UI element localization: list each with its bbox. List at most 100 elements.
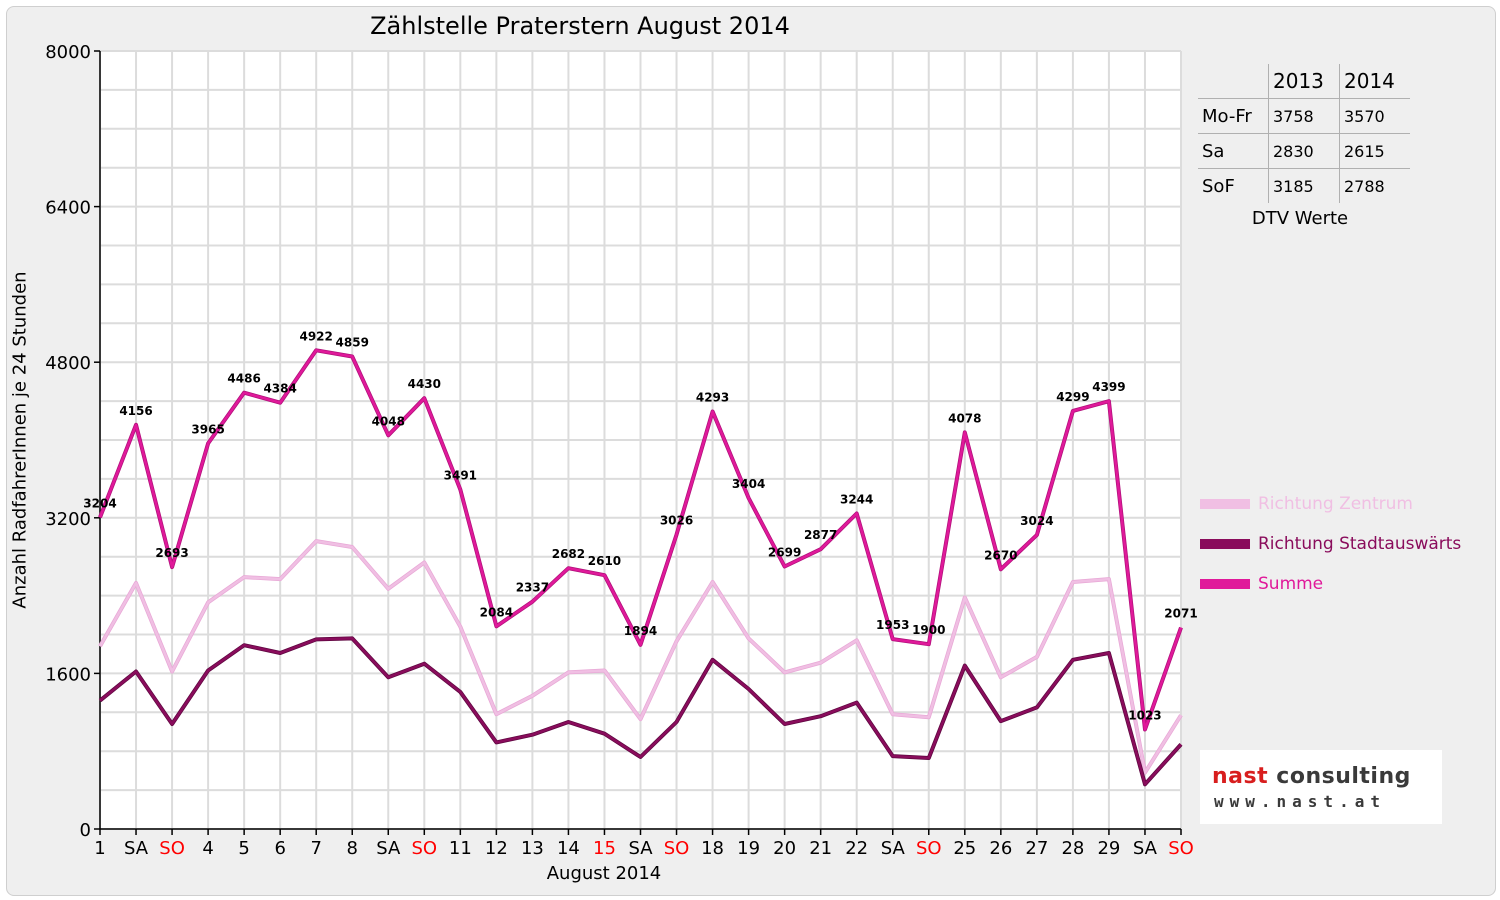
data-label: 2682 [552,547,585,561]
x-tick-label: 8 [347,838,358,859]
x-tick-label: SO [412,838,438,859]
data-label: 4399 [1092,380,1125,394]
data-label: 4048 [372,414,405,428]
x-tick-label: 4 [202,838,213,859]
legend-swatch [1200,499,1250,509]
logo-word-consulting: consulting [1276,764,1411,789]
dtv-value-2013: 3758 [1268,98,1340,134]
x-tick-label: SA [1133,838,1158,859]
nast-consulting-logo: nast consulting www.nast.at [1200,750,1442,824]
x-tick-label: SA [124,838,149,859]
legend-swatch [1200,539,1250,549]
x-tick-label: 6 [274,838,285,859]
series-line [99,637,1182,786]
x-tick-label: 18 [701,838,724,859]
data-label: 3244 [840,493,873,507]
y-tick-label: 6400 [45,198,91,219]
data-label: 3404 [732,477,765,491]
series-line [98,539,1183,774]
data-label: 2071 [1164,607,1197,621]
logo-url: www.nast.at [1214,792,1386,811]
x-tick-label: 29 [1097,838,1120,859]
dtv-row-sof: SoF 3185 2788 [1198,168,1410,203]
y-axis-label: Anzahl RadfahrerInnen je 24 Stunden [9,271,31,609]
data-label: 2084 [480,605,513,619]
series-line [98,349,1183,731]
legend-swatch [1200,579,1250,589]
x-tick-label: SO [159,838,185,859]
dtv-value-2014: 2788 [1339,168,1410,203]
x-tick-label: 15 [593,838,616,859]
data-label: 4384 [263,382,296,396]
data-label: 2670 [984,548,1017,562]
data-label: 2337 [516,581,549,595]
x-tick-label: 14 [557,838,580,859]
x-tick-label: 20 [773,838,796,859]
data-label: 3026 [660,514,693,528]
logo-word-nast: nast [1212,764,1269,789]
dtv-header-blank [1198,64,1269,99]
data-label: 3965 [191,422,224,436]
x-tick-label: 11 [449,838,472,859]
data-label: 3204 [83,496,116,510]
y-tick-label: 1600 [45,664,91,685]
x-tick-label: SA [881,838,906,859]
data-label: 2610 [588,554,621,568]
data-label: 4430 [408,377,441,391]
dtv-header-2014: 2014 [1339,64,1410,99]
dtv-value-2014: 2615 [1339,133,1410,169]
x-tick-label: 21 [809,838,832,859]
legend-label: Richtung Stadtauswärts [1258,534,1462,554]
x-tick-label: 26 [989,838,1012,859]
legend-label: Summe [1258,574,1324,594]
x-tick-label: 28 [1061,838,1084,859]
x-tick-label: 5 [238,838,249,859]
data-label: 3491 [444,469,477,483]
data-label: 4859 [336,335,369,349]
y-tick-label: 3200 [45,509,91,530]
dtv-value-2013: 3185 [1268,168,1340,203]
data-label: 4078 [948,411,981,425]
x-tick-label: SO [664,838,690,859]
y-tick-label: 0 [80,820,91,841]
x-tick-label: 7 [310,838,321,859]
dtv-header-2013: 2013 [1268,64,1340,99]
x-tick-label: 25 [953,838,976,859]
legend-item-stadtauswaerts: Richtung Stadtauswärts [1200,534,1461,554]
x-tick-label: 12 [485,838,508,859]
data-label: 3024 [1020,514,1053,528]
dtv-row-label: Sa [1198,133,1269,169]
dtv-header-row: 2013 2014 [1198,64,1410,99]
y-tick-label: 8000 [45,42,91,63]
x-tick-label: SO [1168,838,1194,859]
data-label: 4156 [119,404,152,418]
x-tick-label: 27 [1025,838,1048,859]
dtv-caption: DTV Werte [1251,208,1349,229]
x-tick-label: SA [376,838,401,859]
dtv-value-2014: 3570 [1339,98,1410,134]
x-tick-label: 13 [521,838,544,859]
data-label: 1023 [1128,709,1161,723]
data-label: 4486 [227,372,260,386]
data-label: 4299 [1056,390,1089,404]
data-label: 1900 [912,623,945,637]
data-label: 1894 [624,624,657,638]
x-axis-label: August 2014 [546,863,662,884]
dtv-value-2013: 2830 [1268,133,1340,169]
chart-title: Zählstelle Praterstern August 2014 [370,12,790,40]
legend-label: Richtung Zentrum [1258,494,1413,514]
x-tick-label: 19 [737,838,760,859]
x-tick-label: SO [916,838,942,859]
data-label: 4293 [696,391,729,405]
y-tick-label: 4800 [45,353,91,374]
dtv-table: 2013 2014 Mo-Fr 3758 3570 Sa 2830 2615 S… [1198,64,1410,203]
data-label: 2877 [804,528,837,542]
dtv-row-label: SoF [1198,168,1269,203]
x-tick-label: 22 [845,838,868,859]
data-label: 2693 [155,546,188,560]
data-label: 1953 [876,618,909,632]
dtv-row-mofr: Mo-Fr 3758 3570 [1198,98,1410,134]
dtv-row-sa: Sa 2830 2615 [1198,133,1410,169]
data-label: 2699 [768,546,801,560]
